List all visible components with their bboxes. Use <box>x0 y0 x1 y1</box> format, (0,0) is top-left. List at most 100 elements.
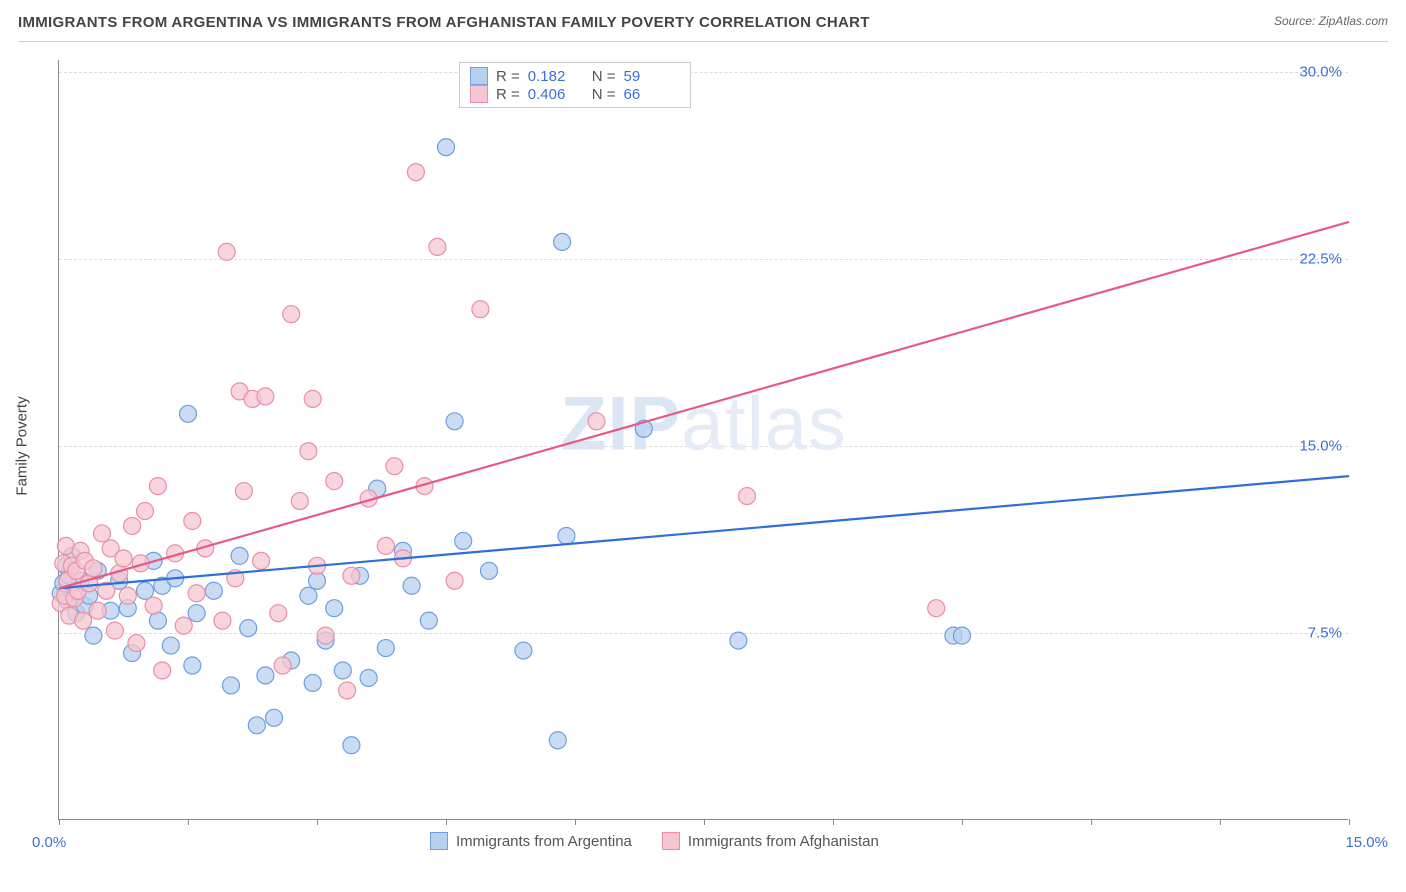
data-point-afghanistan <box>75 612 92 629</box>
data-point-afghanistan <box>257 388 274 405</box>
y-tick-label: 22.5% <box>1299 251 1342 268</box>
data-point-argentina <box>188 605 205 622</box>
data-point-afghanistan <box>128 635 145 652</box>
data-point-argentina <box>231 547 248 564</box>
data-point-afghanistan <box>154 662 171 679</box>
legend-n-label: N = <box>592 86 616 103</box>
data-point-afghanistan <box>407 164 424 181</box>
legend-r-label: R = <box>496 86 520 103</box>
y-axis-title: Family Poverty <box>14 396 31 495</box>
x-tick <box>575 819 576 825</box>
legend-swatch <box>430 832 448 850</box>
legend-n-label: N = <box>592 68 616 85</box>
data-point-argentina <box>549 732 566 749</box>
legend-r-value: 0.182 <box>528 68 584 85</box>
data-point-argentina <box>730 632 747 649</box>
plot-area: ZIPatlas R =0.182N =59R =0.406N =66 7.5%… <box>58 60 1348 820</box>
scatter-svg <box>59 60 1348 819</box>
source-attribution: Source: ZipAtlas.com <box>1274 14 1388 28</box>
data-point-afghanistan <box>283 306 300 323</box>
legend-swatch <box>470 67 488 85</box>
x-tick <box>1220 819 1221 825</box>
y-tick-label: 15.0% <box>1299 438 1342 455</box>
legend-n-value: 59 <box>624 68 680 85</box>
data-point-argentina <box>85 627 102 644</box>
data-point-afghanistan <box>253 552 270 569</box>
source-prefix: Source: <box>1274 14 1319 28</box>
data-point-argentina <box>558 527 575 544</box>
legend-correlation-row: R = 0.182 N = 59 <box>470 67 680 85</box>
x-tick <box>317 819 318 825</box>
data-point-argentina <box>360 669 377 686</box>
data-point-afghanistan <box>124 517 141 534</box>
data-point-afghanistan <box>928 600 945 617</box>
legend-swatch <box>662 832 680 850</box>
data-point-afghanistan <box>85 560 102 577</box>
data-point-afghanistan <box>188 585 205 602</box>
data-point-argentina <box>180 405 197 422</box>
data-point-argentina <box>162 637 179 654</box>
data-point-argentina <box>420 612 437 629</box>
data-point-afghanistan <box>214 612 231 629</box>
data-point-argentina <box>266 709 283 726</box>
data-point-afghanistan <box>588 413 605 430</box>
data-point-afghanistan <box>184 512 201 529</box>
y-tick-label: 7.5% <box>1308 625 1342 642</box>
legend-correlation: R = 0.182 N = 59 R = 0.406 N = 66 <box>459 62 691 108</box>
data-point-argentina <box>554 233 571 250</box>
data-point-afghanistan <box>429 238 446 255</box>
data-point-argentina <box>240 620 257 637</box>
data-point-argentina <box>257 667 274 684</box>
data-point-afghanistan <box>343 567 360 584</box>
y-tick-label: 30.0% <box>1299 64 1342 81</box>
data-point-afghanistan <box>304 390 321 407</box>
data-point-argentina <box>377 640 394 657</box>
legend-series: Immigrants from Argentina Immigrants from… <box>430 832 879 850</box>
data-point-afghanistan <box>386 458 403 475</box>
legend-n-value: 66 <box>624 86 680 103</box>
data-point-argentina <box>149 612 166 629</box>
data-point-argentina <box>954 627 971 644</box>
x-tick <box>1349 819 1350 825</box>
data-point-argentina <box>446 413 463 430</box>
data-point-argentina <box>304 674 321 691</box>
x-tick <box>962 819 963 825</box>
legend-correlation-row: R = 0.406 N = 66 <box>470 85 680 103</box>
legend-r-value: 0.406 <box>528 86 584 103</box>
legend-swatch <box>470 85 488 103</box>
chart-title: IMMIGRANTS FROM ARGENTINA VS IMMIGRANTS … <box>18 14 870 31</box>
legend-series-label: Immigrants from Afghanistan <box>688 833 879 850</box>
data-point-argentina <box>334 662 351 679</box>
x-tick <box>59 819 60 825</box>
data-point-afghanistan <box>291 493 308 510</box>
data-point-afghanistan <box>235 483 252 500</box>
data-point-argentina <box>205 582 222 599</box>
data-point-afghanistan <box>115 550 132 567</box>
data-point-afghanistan <box>119 587 136 604</box>
data-point-afghanistan <box>739 488 756 505</box>
data-point-afghanistan <box>326 473 343 490</box>
x-tick <box>188 819 189 825</box>
data-point-afghanistan <box>175 617 192 634</box>
data-point-afghanistan <box>94 525 111 542</box>
source-link[interactable]: ZipAtlas.com <box>1319 14 1388 28</box>
data-point-argentina <box>300 587 317 604</box>
data-point-afghanistan <box>274 657 291 674</box>
x-tick <box>704 819 705 825</box>
legend-series-item: Immigrants from Argentina <box>430 832 632 850</box>
legend-series-label: Immigrants from Argentina <box>456 833 632 850</box>
data-point-afghanistan <box>472 301 489 318</box>
data-point-argentina <box>481 562 498 579</box>
data-point-argentina <box>438 139 455 156</box>
data-point-afghanistan <box>377 537 394 554</box>
x-axis-min-label: 0.0% <box>32 834 66 851</box>
legend-r-label: R = <box>496 68 520 85</box>
data-point-afghanistan <box>317 627 334 644</box>
x-tick <box>446 819 447 825</box>
x-tick <box>1091 819 1092 825</box>
data-point-afghanistan <box>149 478 166 495</box>
x-tick <box>833 819 834 825</box>
data-point-argentina <box>403 577 420 594</box>
data-point-argentina <box>184 657 201 674</box>
data-point-afghanistan <box>270 605 287 622</box>
